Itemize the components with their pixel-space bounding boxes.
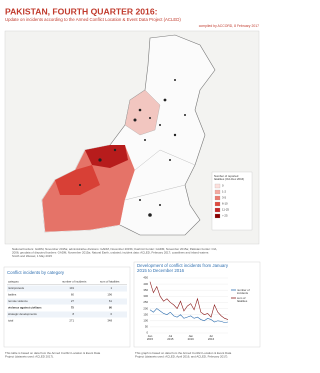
- legend-label: 3-5: [222, 196, 226, 200]
- table-cell: 8: [72, 312, 74, 316]
- legend-label: 1-2: [222, 190, 226, 194]
- y-tick-label: 350: [143, 288, 148, 292]
- province-kp: [124, 89, 161, 136]
- box: [133, 261, 261, 348]
- legend-swatch: [214, 213, 221, 219]
- table-header: sum of fatalities: [100, 280, 120, 284]
- table-cell: riots/protests: [8, 286, 25, 290]
- table-cell: 75: [71, 306, 75, 310]
- legend-label: 11-25: [222, 208, 229, 212]
- compiled: compiled by ACCORD, 8 February 2017: [199, 24, 259, 28]
- x-tick-label: Jan 2016: [188, 334, 195, 341]
- chart-box: Development of conflict incidents from J…: [133, 261, 261, 359]
- table-cell: violence against civilians: [8, 306, 42, 310]
- y-tick-label: 100: [143, 319, 148, 323]
- legend-swatch: [214, 183, 221, 189]
- legend-swatch: [214, 195, 221, 201]
- legend-label: number of incidents: [237, 288, 250, 295]
- x-tick-label: Jan 2015: [147, 334, 154, 341]
- legend-label: 6-10: [222, 202, 228, 206]
- y-tick-label: 200: [143, 306, 148, 310]
- y-tick-label: 150: [143, 312, 148, 316]
- y-tick-label: 450: [143, 276, 148, 280]
- chart-note: This graph is based on data from the Arm…: [135, 351, 232, 359]
- x-tick-label: Jul 2015: [167, 334, 174, 341]
- table-cell: 196: [107, 293, 112, 297]
- table-cell: remote violence: [8, 299, 28, 303]
- x-tick-label: Jul 2016: [208, 334, 215, 341]
- table-cell: 101: [69, 286, 74, 290]
- box: [3, 266, 131, 348]
- incident-dots: [79, 79, 186, 217]
- table-cell: 61: [109, 299, 113, 303]
- legend-swatch: [214, 189, 221, 195]
- table-cell: 90: [109, 306, 113, 310]
- table-cell: total: [8, 319, 14, 323]
- chart-title: Development of conflict incidents from J…: [137, 263, 229, 273]
- legend-label: sum of fatalities: [237, 296, 248, 303]
- row-bg: [7, 285, 127, 292]
- table-header: category: [8, 280, 19, 284]
- document: PAKISTAN, FOURTH QUARTER 2016: Update on…: [3, 6, 261, 359]
- row-bg: [7, 311, 127, 318]
- y-tick-label: 50: [145, 325, 149, 329]
- y-tick-label: 400: [143, 282, 148, 286]
- map-legend: [211, 171, 253, 231]
- table-cell: 0: [110, 312, 112, 316]
- table-cell: 27: [71, 299, 75, 303]
- map-footnote: National borders: GADM, November 2015a; …: [12, 247, 217, 258]
- y-tick-label: 250: [143, 300, 148, 304]
- row-bg: [7, 298, 127, 305]
- series-line: [149, 308, 229, 323]
- table-cell: 348: [107, 319, 112, 323]
- province-dark: [85, 145, 128, 168]
- table-cell: strategic developments: [8, 312, 37, 316]
- table-title: Conflict incidents by category: [7, 270, 65, 275]
- border: [134, 149, 196, 171]
- legend-label: 0: [222, 184, 224, 188]
- table-cell: 60: [71, 293, 75, 297]
- table-cell: battles: [8, 293, 17, 297]
- page: {"header":{"title":"PAKISTAN, FOURTH QUA…: [3, 6, 261, 359]
- table-cell: 271: [69, 319, 74, 323]
- border: [124, 184, 186, 201]
- title: PAKISTAN, FOURTH QUARTER 2016:: [5, 6, 158, 16]
- y-tick-label: 300: [143, 294, 148, 298]
- table-note: This table is based on data from the Arm…: [5, 351, 101, 359]
- table-header: number of incidents: [62, 280, 87, 284]
- map: Number of reported fatalities (Oct-Dec 20…: [4, 30, 260, 258]
- legend-title: Number of reported fatalities (Oct-Dec 20…: [214, 174, 244, 181]
- legend-swatch: [214, 207, 221, 213]
- y-tick-label: 0: [146, 331, 148, 335]
- legend-label: > 25: [222, 214, 228, 218]
- series-line: [149, 281, 229, 320]
- legend-swatch: [214, 201, 221, 207]
- subtitle: Update on incidents according to the Arm…: [5, 17, 181, 22]
- province-mid: [55, 165, 100, 195]
- table-box: Conflict incidents by category category n…: [3, 266, 131, 359]
- table-cell: 1: [110, 286, 112, 290]
